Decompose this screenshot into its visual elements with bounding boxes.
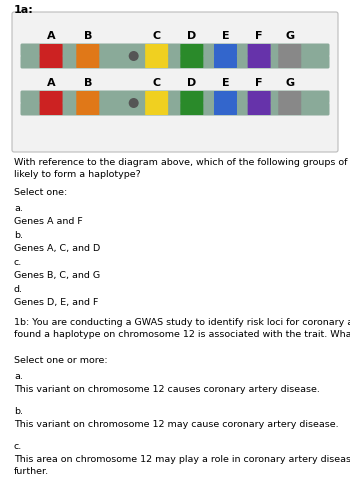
Text: B: B [84,78,92,88]
Text: Genes A and F: Genes A and F [14,217,83,226]
FancyBboxPatch shape [40,91,63,103]
Text: This variant on chromosome 12 may cause coronary artery disease.: This variant on chromosome 12 may cause … [14,420,339,429]
Polygon shape [122,92,134,114]
Polygon shape [122,45,134,67]
FancyBboxPatch shape [278,56,301,68]
FancyBboxPatch shape [180,44,203,56]
Text: This variant on chromosome 12 causes coronary artery disease.: This variant on chromosome 12 causes cor… [14,385,320,394]
FancyBboxPatch shape [214,91,237,103]
FancyBboxPatch shape [248,103,271,115]
Text: This area on chromosome 12 may play a role in coronary artery disease; you shoul: This area on chromosome 12 may play a ro… [14,455,350,476]
Polygon shape [134,45,146,67]
Text: B: B [84,31,92,41]
Text: A: A [47,78,55,88]
FancyBboxPatch shape [76,56,99,68]
FancyBboxPatch shape [248,56,271,68]
FancyBboxPatch shape [180,103,203,115]
Text: D: D [187,78,196,88]
FancyBboxPatch shape [40,103,63,115]
Text: F: F [256,31,263,41]
Text: 1b: You are conducting a GWAS study to identify risk loci for coronary artery di: 1b: You are conducting a GWAS study to i… [14,318,350,339]
Text: Genes A, C, and D: Genes A, C, and D [14,244,100,253]
Text: C: C [153,78,161,88]
FancyBboxPatch shape [214,44,237,56]
FancyBboxPatch shape [21,102,329,115]
Text: a.: a. [14,372,23,381]
FancyBboxPatch shape [180,91,203,103]
FancyBboxPatch shape [12,12,338,152]
FancyBboxPatch shape [278,103,301,115]
Text: E: E [222,31,229,41]
FancyBboxPatch shape [278,44,301,56]
Text: E: E [222,78,229,88]
Text: G: G [285,31,294,41]
FancyBboxPatch shape [214,56,237,68]
Polygon shape [134,92,146,114]
FancyBboxPatch shape [40,56,63,68]
Text: A: A [47,31,55,41]
Ellipse shape [129,51,139,61]
FancyBboxPatch shape [76,103,99,115]
Text: c.: c. [14,258,22,267]
FancyBboxPatch shape [21,55,329,68]
Text: a.: a. [14,204,23,213]
Text: b.: b. [14,407,23,416]
FancyBboxPatch shape [21,91,329,103]
Text: d.: d. [14,285,23,294]
Text: Genes B, C, and G: Genes B, C, and G [14,271,100,280]
Text: D: D [187,31,196,41]
FancyBboxPatch shape [76,91,99,103]
Text: With reference to the diagram above, which of the following groups of genes woul: With reference to the diagram above, whi… [14,158,350,179]
Text: F: F [256,78,263,88]
FancyBboxPatch shape [214,103,237,115]
FancyBboxPatch shape [21,44,329,56]
Text: G: G [285,78,294,88]
FancyBboxPatch shape [145,91,168,103]
Ellipse shape [129,98,139,108]
FancyBboxPatch shape [145,56,168,68]
Text: b.: b. [14,231,23,240]
FancyBboxPatch shape [248,91,271,103]
Text: C: C [153,31,161,41]
Text: Select one:: Select one: [14,188,67,197]
Text: c.: c. [14,442,22,451]
Text: 1a:: 1a: [14,5,34,15]
FancyBboxPatch shape [40,44,63,56]
FancyBboxPatch shape [248,44,271,56]
FancyBboxPatch shape [76,44,99,56]
Text: Select one or more:: Select one or more: [14,356,108,365]
FancyBboxPatch shape [145,44,168,56]
FancyBboxPatch shape [180,56,203,68]
Text: Genes D, E, and F: Genes D, E, and F [14,298,98,307]
FancyBboxPatch shape [278,91,301,103]
FancyBboxPatch shape [145,103,168,115]
